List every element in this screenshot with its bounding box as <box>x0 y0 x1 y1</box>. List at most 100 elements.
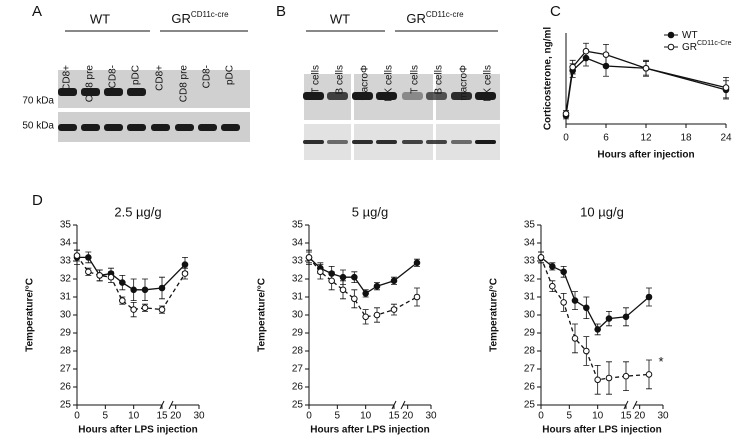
axis-break <box>400 400 406 410</box>
lane-label: CD8- <box>202 65 213 88</box>
group-label-sup: CD11c-cre <box>426 10 464 19</box>
band <box>104 88 123 96</box>
lane-label: B cells <box>434 65 445 94</box>
y-tick-label: 35 <box>524 220 536 231</box>
y-tick-label: 34 <box>524 238 536 249</box>
band <box>475 140 496 144</box>
band <box>376 92 397 100</box>
legend-marker <box>667 31 675 39</box>
y-tick-label: 30 <box>292 310 304 321</box>
y-tick-label: 25 <box>524 400 536 411</box>
panel-label: D <box>32 192 43 209</box>
annotation: * <box>658 354 663 369</box>
band <box>175 124 194 131</box>
point <box>594 326 601 333</box>
chart-title: 10 µg/g <box>580 204 624 219</box>
point <box>622 313 630 321</box>
y-tick-label: 33 <box>524 256 536 267</box>
y-tick-label: 29 <box>524 328 536 339</box>
lane-label: NK cells <box>384 65 395 102</box>
y-tick-label: 25 <box>60 400 72 411</box>
lane-label: macroΦ <box>360 65 371 101</box>
band <box>127 88 146 96</box>
x-axis-label: Hours after LPS injection <box>310 425 429 436</box>
point <box>390 277 398 285</box>
point <box>645 371 653 378</box>
point <box>645 293 653 301</box>
band <box>198 124 217 131</box>
lane-label: T cells <box>311 65 322 94</box>
y-tick-label: 26 <box>60 382 72 393</box>
point <box>582 47 590 55</box>
band <box>151 124 170 131</box>
x-tick-label: 5 <box>567 411 573 422</box>
point <box>73 252 81 259</box>
lane-label: macroΦ <box>459 65 470 101</box>
point <box>571 335 579 342</box>
point <box>373 282 381 290</box>
legend-marker <box>667 43 675 51</box>
x-tick-label: 15 <box>156 411 168 422</box>
x-tick-label: 0 <box>74 411 80 422</box>
band <box>426 92 447 100</box>
group-label: GRCD11c-cre <box>171 10 229 26</box>
y-tick-label: 32 <box>292 274 304 285</box>
band <box>127 124 146 131</box>
band <box>81 124 100 131</box>
point <box>549 282 556 290</box>
y-tick-label: 34 <box>292 238 304 249</box>
point <box>339 286 347 294</box>
lane-label: pDC <box>225 65 236 85</box>
band <box>303 140 324 144</box>
lane-label: CD8 pre <box>179 65 190 103</box>
point <box>305 254 313 261</box>
band <box>352 92 373 100</box>
point <box>594 376 601 384</box>
legend-label-sup: CD11c-Cre <box>697 40 732 47</box>
band <box>104 124 123 131</box>
legend-label: GRCD11c-Cre <box>682 40 732 53</box>
point <box>362 290 369 297</box>
lane-label: CD8+ <box>62 65 73 91</box>
point <box>373 311 381 319</box>
x-tick-label: 18 <box>680 133 692 144</box>
legend-label: GR <box>682 42 697 53</box>
y-tick-label: 26 <box>292 382 304 393</box>
y-tick-label: 33 <box>60 256 72 267</box>
x-tick-label: 10 <box>360 411 372 422</box>
y-tick-label: 25 <box>292 400 304 411</box>
point <box>602 51 610 58</box>
point <box>605 315 613 322</box>
y-tick-label: 30 <box>60 310 72 321</box>
group-label-sup: CD11c-cre <box>191 10 229 19</box>
y-tick-label: 35 <box>292 220 304 231</box>
x-tick-label: 20 <box>170 411 182 422</box>
point <box>107 273 115 281</box>
x-tick-label: 24 <box>720 133 732 144</box>
band <box>58 88 77 96</box>
band <box>402 92 423 100</box>
point <box>351 273 358 281</box>
point <box>413 259 421 267</box>
x-tick-label: 30 <box>193 411 205 422</box>
group-label: GR <box>171 11 191 26</box>
y-tick-label: 31 <box>524 292 536 303</box>
y-tick-label: 28 <box>524 346 536 357</box>
series-line <box>540 256 650 331</box>
x-tick-label: 15 <box>620 411 632 422</box>
point <box>413 293 421 301</box>
point <box>583 304 590 312</box>
point <box>130 306 137 313</box>
point <box>158 306 166 313</box>
point <box>328 277 335 285</box>
y-axis-label: Temperature/°C <box>489 278 500 352</box>
x-tick-label: 12 <box>640 133 652 144</box>
point <box>96 272 103 279</box>
series-line <box>565 50 727 114</box>
series-line <box>308 256 418 318</box>
y-tick-label: 30 <box>524 310 536 321</box>
y-tick-label: 32 <box>60 274 72 285</box>
y-tick-label: 27 <box>60 364 72 375</box>
point <box>562 110 570 118</box>
